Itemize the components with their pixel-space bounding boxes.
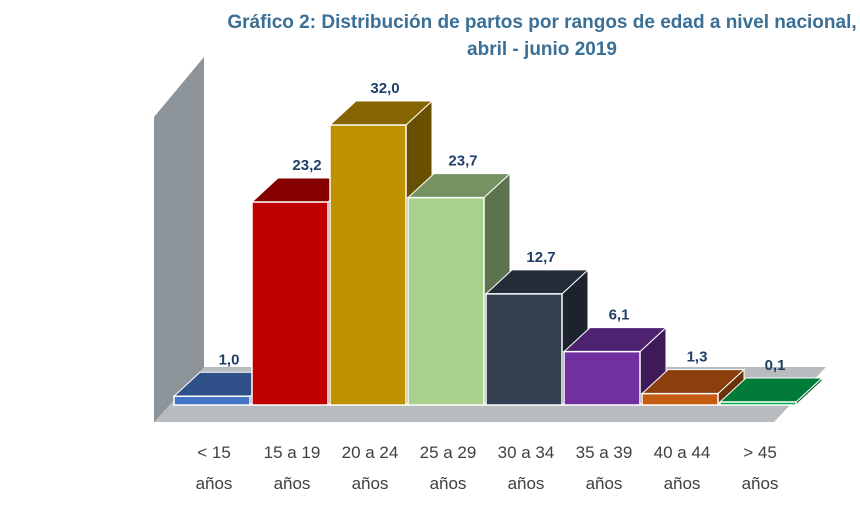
bar (484, 268, 590, 407)
bar-series (172, 99, 824, 407)
chart-title-line-1: Gráfico 2: Distribución de partos por ra… (227, 12, 856, 33)
bar-front (173, 395, 251, 406)
bar (718, 376, 824, 407)
chart-title: Gráfico 2: Distribución de partos por ra… (227, 12, 856, 60)
category-label-unit: años (430, 474, 467, 493)
category-label: 30 a 34 (498, 443, 555, 462)
category-label: 15 a 19 (264, 443, 321, 462)
category-label: < 15 (197, 443, 231, 462)
category-label: > 45 (743, 443, 777, 462)
data-label: 23,7 (448, 153, 477, 170)
category-label: 20 a 24 (342, 443, 399, 462)
bar-front (329, 124, 407, 406)
data-label: 6,1 (609, 307, 630, 324)
category-label-unit: años (586, 474, 623, 493)
bar-front (719, 401, 797, 406)
bar (562, 326, 668, 407)
category-label: 25 a 29 (420, 443, 477, 462)
category-label: 35 a 39 (576, 443, 633, 462)
chart-title-line-2: abril - junio 2019 (467, 39, 617, 60)
bar-front (251, 201, 329, 406)
category-label-unit: años (196, 474, 233, 493)
data-label: 1,3 (687, 349, 708, 366)
bar-front (641, 392, 719, 406)
data-labels: 1,0 23,2 32,0 23,7 12,7 6,1 1,3 0,1 (219, 80, 786, 374)
data-label: 1,0 (219, 351, 240, 368)
bar (328, 99, 434, 407)
bar-front (485, 293, 563, 406)
category-label-unit: años (274, 474, 311, 493)
data-label: 0,1 (765, 357, 786, 374)
bar-front (407, 196, 485, 406)
category-label-unit: años (508, 474, 545, 493)
side-wall (154, 57, 204, 422)
category-label: 40 a 44 (654, 443, 711, 462)
data-label: 23,2 (292, 157, 321, 174)
bar-front (563, 350, 641, 406)
data-label: 32,0 (370, 80, 399, 97)
category-label-unit: años (664, 474, 701, 493)
category-label-unit: años (742, 474, 779, 493)
category-axis: < 15 años 15 a 19 años 20 a 24 años 25 a 29 año… (196, 443, 779, 493)
bar (640, 368, 746, 407)
data-label: 12,7 (526, 249, 555, 266)
category-label-unit: años (352, 474, 389, 493)
